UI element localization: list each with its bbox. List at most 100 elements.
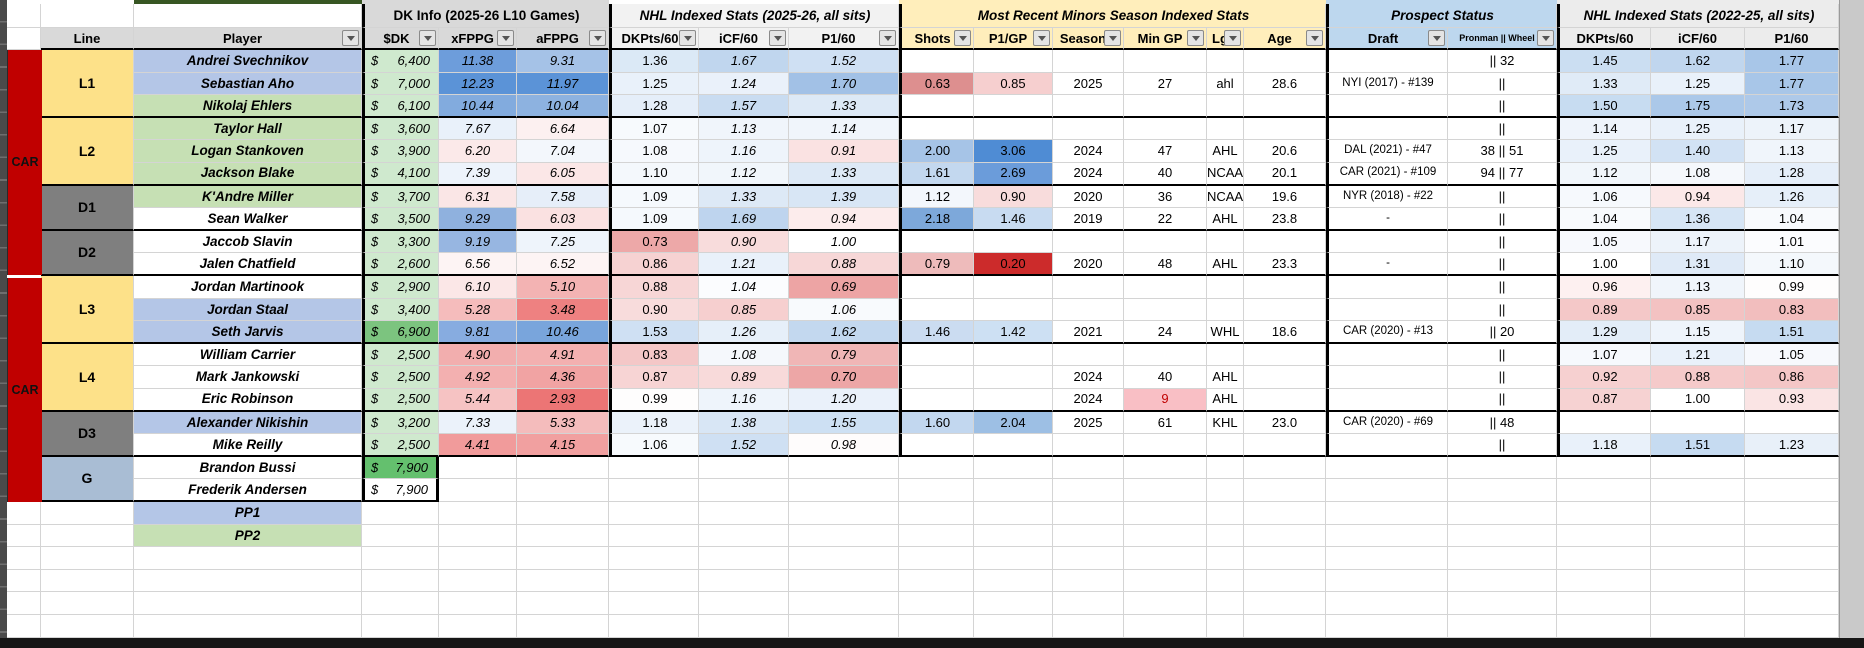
- cell-afppg[interactable]: 4.36: [517, 366, 609, 389]
- cell-dkpts60b[interactable]: 1.05: [1557, 230, 1651, 254]
- cell-shots[interactable]: 0.79: [899, 253, 974, 276]
- line-label-D2[interactable]: D2: [41, 230, 134, 276]
- cell-dk-salary[interactable]: $3,600: [362, 117, 439, 141]
- cell-icf60[interactable]: 1.26: [699, 321, 789, 344]
- cell-dkpts60b[interactable]: 1.25: [1557, 140, 1651, 163]
- cell-xfppg[interactable]: 7.67: [439, 117, 517, 141]
- cell-p160b[interactable]: 1.10: [1745, 253, 1839, 276]
- cell-blank[interactable]: [974, 547, 1053, 570]
- cell-mingp[interactable]: [1124, 275, 1207, 299]
- cell-p160b[interactable]: 1.28: [1745, 162, 1839, 186]
- cell-shots[interactable]: [899, 298, 974, 322]
- cell-dk-salary[interactable]: $2,600: [362, 253, 439, 276]
- cell-afppg[interactable]: 6.05: [517, 162, 609, 186]
- cell-afppg[interactable]: 5.33: [517, 411, 609, 435]
- cell-age[interactable]: 23.3: [1244, 253, 1326, 276]
- cell-dkpts60[interactable]: 1.53: [609, 321, 699, 344]
- cell-icf60[interactable]: 1.38: [699, 411, 789, 435]
- cell-draft[interactable]: DAL (2021) - #47: [1326, 140, 1448, 163]
- cell-shots[interactable]: [899, 434, 974, 457]
- cell-afppg[interactable]: 10.46: [517, 321, 609, 344]
- cell-dkpts60b[interactable]: 1.18: [1557, 434, 1651, 457]
- cell-dkpts60b[interactable]: 1.29: [1557, 321, 1651, 344]
- cell-blank[interactable]: [1326, 614, 1448, 638]
- cell-afppg[interactable]: 6.03: [517, 208, 609, 231]
- cell-p160b[interactable]: 1.23: [1745, 434, 1839, 457]
- cell-afppg[interactable]: 7.04: [517, 140, 609, 163]
- cell-blank[interactable]: [1244, 614, 1326, 638]
- cell-p160[interactable]: 0.69: [789, 275, 899, 299]
- cell-blank[interactable]: [1124, 592, 1207, 615]
- cell-blank[interactable]: [1651, 569, 1745, 593]
- cell-blank[interactable]: [1651, 547, 1745, 570]
- cell-draft[interactable]: CAR (2020) - #69: [1326, 411, 1448, 435]
- cell-p160b[interactable]: 0.99: [1745, 275, 1839, 299]
- cell-p1gp[interactable]: [974, 95, 1053, 118]
- filter-dropdown-icon-shots[interactable]: [954, 30, 971, 46]
- cell-shots[interactable]: 0.63: [899, 72, 974, 96]
- cell-blank[interactable]: [899, 547, 974, 570]
- cell-dkpts60b[interactable]: 1.06: [1557, 185, 1651, 209]
- cell-draft[interactable]: [1326, 298, 1448, 322]
- cell-season[interactable]: 2024: [1053, 140, 1124, 163]
- cell-icf60[interactable]: 1.67: [699, 50, 789, 73]
- cell-afppg[interactable]: 11.97: [517, 72, 609, 96]
- cell-p160b[interactable]: [1745, 456, 1839, 480]
- cell-pronman[interactable]: ||: [1448, 95, 1557, 118]
- cell-dkpts60[interactable]: 1.25: [609, 72, 699, 96]
- cell-player-name[interactable]: Alexander Nikishin: [134, 411, 362, 435]
- line-label-D1[interactable]: D1: [41, 185, 134, 231]
- cell-shots[interactable]: [899, 343, 974, 367]
- cell-pronman[interactable]: ||: [1448, 275, 1557, 299]
- cell-p160b[interactable]: 1.01: [1745, 230, 1839, 254]
- cell-blank[interactable]: [1326, 592, 1448, 615]
- cell-blank[interactable]: [609, 592, 699, 615]
- cell-icf60[interactable]: 1.52: [699, 434, 789, 457]
- cell-afppg[interactable]: 10.04: [517, 95, 609, 118]
- cell-dkpts60b[interactable]: 1.50: [1557, 95, 1651, 118]
- cell-blank[interactable]: [1557, 592, 1651, 615]
- cell-pronman[interactable]: [1448, 456, 1557, 480]
- cell-mingp[interactable]: 27: [1124, 72, 1207, 96]
- cell-draft[interactable]: -: [1326, 253, 1448, 276]
- cell-player-name[interactable]: Seth Jarvis: [134, 321, 362, 344]
- cell-xfppg[interactable]: 10.44: [439, 95, 517, 118]
- cell-lg[interactable]: WHL: [1207, 321, 1244, 344]
- cell-p160[interactable]: 0.70: [789, 366, 899, 389]
- cell-xfppg[interactable]: 6.56: [439, 253, 517, 276]
- cell-p1gp[interactable]: 2.69: [974, 162, 1053, 186]
- cell-draft[interactable]: [1326, 456, 1448, 480]
- cell-lg[interactable]: [1207, 230, 1244, 254]
- cell-p160[interactable]: 0.91: [789, 140, 899, 163]
- cell-player-name[interactable]: Logan Stankoven: [134, 140, 362, 163]
- cell-p1gp[interactable]: [974, 230, 1053, 254]
- cell-dkpts60[interactable]: 0.90: [609, 298, 699, 322]
- cell-afppg[interactable]: 4.91: [517, 343, 609, 367]
- cell-player-name[interactable]: William Carrier: [134, 343, 362, 367]
- cell-blank[interactable]: [1745, 614, 1839, 638]
- cell-age[interactable]: [1244, 298, 1326, 322]
- cell-p160b[interactable]: [1745, 479, 1839, 502]
- cell-pronman[interactable]: 94 || 77: [1448, 162, 1557, 186]
- cell-lg[interactable]: [1207, 95, 1244, 118]
- cell-age[interactable]: [1244, 366, 1326, 389]
- cell-p160b[interactable]: 1.05: [1745, 343, 1839, 367]
- cell-blank[interactable]: [1745, 592, 1839, 615]
- cell-p1gp[interactable]: 0.90: [974, 185, 1053, 209]
- cell-shots[interactable]: [899, 479, 974, 502]
- cell-season[interactable]: [1053, 456, 1124, 480]
- pp-label-2[interactable]: PP2: [134, 524, 362, 548]
- filter-dropdown-icon-dk[interactable]: [419, 30, 436, 46]
- cell-icf60[interactable]: 1.69: [699, 208, 789, 231]
- cell-p160[interactable]: 1.00: [789, 230, 899, 254]
- cell-dkpts60[interactable]: 1.18: [609, 411, 699, 435]
- cell-p160b[interactable]: 1.26: [1745, 185, 1839, 209]
- cell-p1gp[interactable]: 0.20: [974, 253, 1053, 276]
- cell-blank[interactable]: [1207, 547, 1244, 570]
- cell-p1gp[interactable]: [974, 117, 1053, 141]
- cell-mingp[interactable]: [1124, 95, 1207, 118]
- cell-p1gp[interactable]: 3.06: [974, 140, 1053, 163]
- cell-lg[interactable]: [1207, 434, 1244, 457]
- cell-xfppg[interactable]: 9.19: [439, 230, 517, 254]
- cell-pronman[interactable]: ||: [1448, 366, 1557, 389]
